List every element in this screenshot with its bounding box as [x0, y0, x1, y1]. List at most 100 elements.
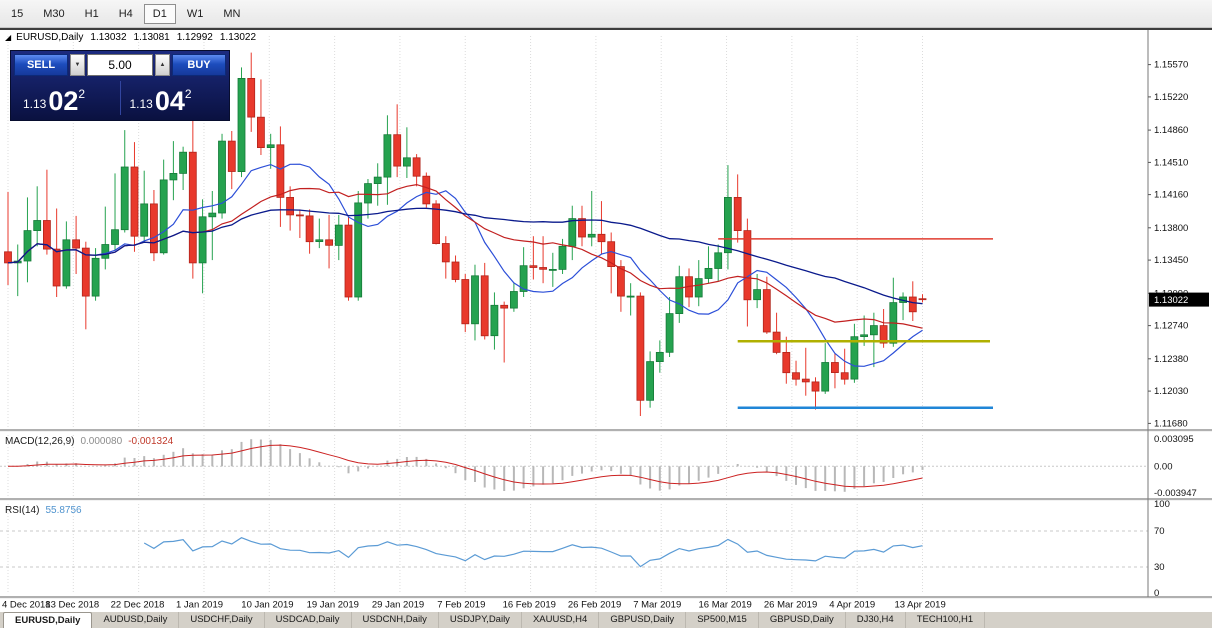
candle	[675, 265, 684, 323]
chart-tab-usdcad-daily-3[interactable]: USDCAD,Daily	[265, 612, 352, 628]
volume-input[interactable]	[87, 54, 153, 76]
date-label: 26 Mar 2019	[764, 600, 817, 611]
date-label: 7 Mar 2019	[633, 600, 681, 611]
chart-tab-usdchf-daily-2[interactable]: USDCHF,Daily	[179, 612, 265, 628]
chart-tab-usdjpy-daily-5[interactable]: USDJPY,Daily	[439, 612, 522, 628]
chart-tab-eurusd-daily-0[interactable]: EURUSD,Daily	[3, 612, 93, 628]
candle	[227, 131, 236, 190]
chart-tab-dj30-h4-10[interactable]: DJ30,H4	[846, 612, 906, 628]
timeframe-mn[interactable]: MN	[214, 4, 249, 24]
macd-signal-line	[8, 444, 923, 488]
rsi-title: RSI(14)	[5, 505, 40, 516]
timeframe-toolbar: 15 M30 H1 H4 D1 W1 MN	[0, 0, 1212, 28]
timeframe-h1[interactable]: H1	[76, 4, 108, 24]
candle	[451, 255, 460, 283]
ohlc-low: 1.12992	[176, 32, 213, 43]
macd-label: MACD(12,26,9) 0.000080 -0.001324	[5, 436, 173, 447]
candle	[188, 119, 197, 279]
timeframe-w1[interactable]: W1	[178, 4, 213, 24]
candle	[733, 174, 742, 243]
candle	[111, 173, 119, 251]
buy-price-big: 04	[154, 86, 185, 117]
macd-scale-zero: 0.00	[1154, 461, 1173, 472]
candle	[724, 165, 732, 270]
sell-price-display[interactable]: 1.13 02 2	[14, 79, 120, 117]
date-label: 13 Apr 2019	[895, 600, 946, 611]
one-click-trading-panel: SELL ▼ ▲ BUY 1.13 02 2 1.13 04 2	[10, 50, 230, 121]
candle	[811, 377, 820, 410]
rsi-scale-0: 0	[1154, 588, 1159, 599]
rsi-value: 55.8756	[45, 505, 82, 516]
macd-scale-high: 0.003095	[1154, 434, 1194, 445]
rsi-scale-30: 30	[1154, 562, 1165, 573]
current-price-marker: 1.13022	[1149, 292, 1209, 307]
date-label: 22 Dec 2018	[111, 600, 165, 611]
volume-down-button[interactable]: ▼	[70, 54, 85, 76]
candle	[500, 301, 509, 363]
date-label: 4 Apr 2019	[829, 600, 875, 611]
chart-tab-tech100-h1-11[interactable]: TECH100,H1	[906, 612, 986, 628]
sell-price-big: 02	[48, 86, 79, 117]
timeframe-h4[interactable]: H4	[110, 4, 142, 24]
candle	[393, 104, 402, 178]
chart-canvas[interactable]: 1.15570 1.15220 1.14860 1.14510 1.14160 1.138…	[0, 30, 1212, 612]
buy-price-display[interactable]: 1.13 04 2	[121, 79, 227, 117]
sell-button[interactable]: SELL	[14, 54, 68, 76]
candle	[782, 336, 791, 384]
candle	[636, 292, 645, 416]
candle	[208, 191, 217, 261]
candle	[831, 353, 839, 389]
candle	[344, 216, 353, 301]
ohlc-high: 1.13081	[133, 32, 170, 43]
candle	[130, 142, 139, 252]
price-scale-label: 1.14510	[1154, 157, 1188, 168]
candle	[334, 214, 343, 261]
candle	[665, 297, 674, 357]
rsi-scale-100: 100	[1154, 499, 1170, 510]
candle	[587, 191, 596, 247]
timeframe-15[interactable]: 15	[2, 4, 32, 24]
candle	[91, 248, 100, 301]
candle	[753, 274, 761, 309]
price-scale-label: 1.15220	[1154, 92, 1188, 103]
chart-tab-gbpusd-daily-9[interactable]: GBPUSD,Daily	[759, 612, 846, 628]
macd-signal-value: -0.001324	[128, 436, 174, 447]
ohlc-open: 1.13032	[90, 32, 127, 43]
chart-tab-audusd-daily-1[interactable]: AUDUSD,Daily	[92, 612, 180, 628]
candle	[364, 179, 372, 219]
date-label: 13 Dec 2018	[45, 600, 99, 611]
date-label: 10 Jan 2019	[241, 600, 293, 611]
macd-scale-low: -0.003947	[1154, 488, 1197, 499]
date-label: 16 Mar 2019	[699, 600, 752, 611]
chart-tabs-bar: EURUSD,Daily AUDUSD,Daily USDCHF,Daily USDC…	[0, 610, 1212, 628]
chart-tab-usdcnh-daily-4[interactable]: USDCNH,Daily	[352, 612, 439, 628]
candle	[412, 154, 421, 187]
volume-up-button[interactable]: ▲	[155, 54, 170, 76]
candle	[578, 205, 586, 247]
buy-button[interactable]: BUY	[172, 54, 226, 76]
date-label: 7 Feb 2019	[437, 600, 485, 611]
date-label: 29 Jan 2019	[372, 600, 424, 611]
ma-50-line	[7, 207, 923, 305]
candle	[870, 312, 878, 368]
candle	[218, 133, 226, 219]
price-scale-label: 1.13800	[1154, 223, 1188, 234]
chart-tab-gbpusd-daily-7[interactable]: GBPUSD,Daily	[599, 612, 687, 628]
date-label: 16 Feb 2019	[503, 600, 556, 611]
timeframe-d1[interactable]: D1	[143, 3, 176, 24]
candle	[295, 209, 304, 238]
timeframe-m30[interactable]: M30	[34, 4, 73, 24]
candle	[529, 236, 538, 280]
candle	[694, 260, 703, 307]
sell-price-prefix: 1.13	[23, 97, 47, 111]
chart-symbol-title: EURUSD,Daily	[16, 32, 84, 43]
candle	[480, 262, 489, 340]
chart-window[interactable]: 1.15570 1.15220 1.14860 1.14510 1.14160 1.138…	[0, 28, 1212, 612]
chart-background	[0, 30, 1212, 612]
chart-tab-sp500-m15-8[interactable]: SP500,M15	[686, 612, 759, 628]
chart-tab-xauusd-h4-6[interactable]: XAUUSD,H4	[522, 612, 600, 628]
candle	[101, 206, 110, 270]
date-label: 26 Feb 2019	[568, 600, 621, 611]
rsi-line	[143, 537, 923, 568]
